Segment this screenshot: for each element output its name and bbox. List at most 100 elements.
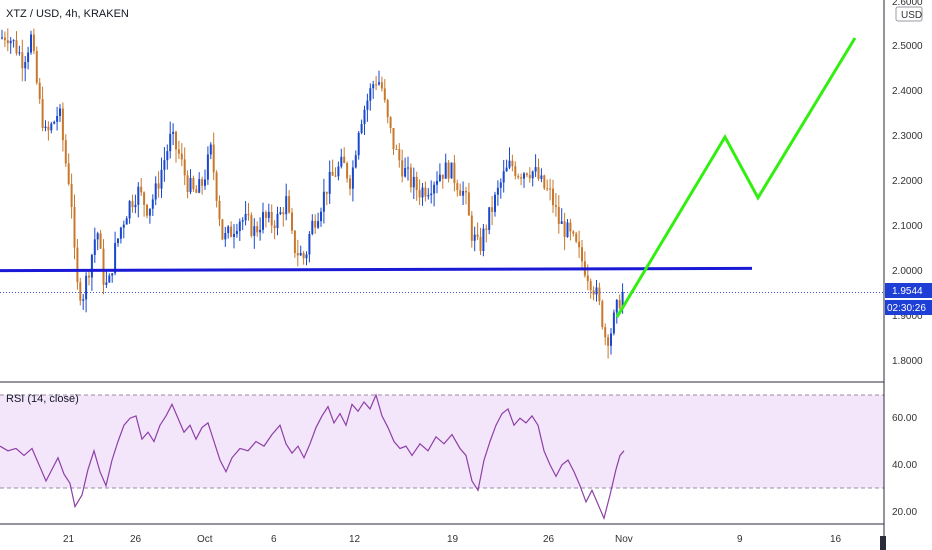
candle-body xyxy=(485,228,488,230)
candles xyxy=(1,28,624,359)
candle-body xyxy=(395,148,398,150)
candle-body xyxy=(244,213,247,221)
last-price-badge: 1.9544 xyxy=(885,283,932,298)
candle-body xyxy=(183,159,186,176)
candle-body xyxy=(157,183,160,189)
candle-body xyxy=(114,243,117,274)
candle-body xyxy=(378,82,380,85)
candle-body xyxy=(264,212,267,218)
candle-body xyxy=(528,175,531,179)
candle-body xyxy=(514,166,517,176)
candle-body xyxy=(470,215,473,241)
candle-body xyxy=(349,178,351,189)
candle-body xyxy=(276,213,279,229)
candle-body xyxy=(270,211,273,226)
candle-body xyxy=(198,179,201,193)
candle-body xyxy=(305,254,308,259)
candle-body xyxy=(380,82,383,89)
candle-body xyxy=(459,190,462,196)
candle-body xyxy=(427,195,430,197)
candle-body xyxy=(444,162,447,179)
candle-body xyxy=(85,275,88,300)
rsi-line xyxy=(0,393,625,521)
candle-body xyxy=(334,175,337,177)
price-tick: 2.0000 xyxy=(892,266,923,277)
candle-body xyxy=(79,282,82,301)
rsi-axis[interactable]: 60.00 40.00 20.00 xyxy=(892,413,917,518)
candle-body xyxy=(421,187,424,198)
candle-body xyxy=(53,121,56,124)
candle-body xyxy=(224,233,227,240)
candle-body xyxy=(447,162,450,179)
candle-body xyxy=(569,222,572,232)
candle-body xyxy=(346,163,349,179)
time-tick: Oct xyxy=(197,534,213,545)
time-axis-corner[interactable] xyxy=(880,525,932,550)
projection-path[interactable] xyxy=(615,37,857,318)
candle-body xyxy=(595,287,598,295)
candle-body xyxy=(108,275,111,283)
candle-body xyxy=(247,213,250,216)
candle-body xyxy=(238,221,241,232)
candle-body xyxy=(131,201,134,208)
candle-body xyxy=(311,220,314,234)
candle-body xyxy=(520,177,523,179)
candle-body xyxy=(38,82,41,100)
grid xyxy=(0,394,884,489)
candle-body xyxy=(401,160,404,177)
candle-body xyxy=(473,234,476,241)
candle-body xyxy=(250,215,253,236)
candle-body xyxy=(467,192,470,216)
candle-body xyxy=(189,177,192,193)
candle-body xyxy=(175,131,177,150)
candle-body xyxy=(64,140,67,164)
candle-body xyxy=(607,337,610,346)
candle-body xyxy=(122,224,125,228)
candle-body xyxy=(531,171,534,179)
candle-body xyxy=(592,290,595,295)
candle-body xyxy=(180,153,183,160)
candle-body xyxy=(604,327,607,338)
candle-body xyxy=(35,51,38,83)
candle-body xyxy=(267,211,270,218)
candle-body xyxy=(82,299,85,301)
candle-body xyxy=(253,226,256,236)
candle-body xyxy=(496,187,499,195)
candle-body xyxy=(581,247,583,262)
candle-body xyxy=(125,218,128,225)
candle-body xyxy=(456,183,459,191)
candle-body xyxy=(549,188,552,190)
candle-body xyxy=(206,154,209,180)
candle-body xyxy=(241,220,244,222)
candle-body xyxy=(598,287,601,302)
candle-body xyxy=(412,176,415,188)
candle-body xyxy=(383,88,386,101)
support-line[interactable] xyxy=(0,266,753,273)
candle-body xyxy=(27,52,30,62)
candle-body xyxy=(93,239,96,255)
candle-body xyxy=(554,205,557,207)
candle-body xyxy=(282,212,285,215)
rsi-tick: 40.00 xyxy=(892,460,917,471)
time-axis[interactable]: 21 26 Oct 6 12 19 26 Nov 9 16 xyxy=(63,534,842,545)
candle-body xyxy=(320,211,322,222)
candle-body xyxy=(357,132,360,156)
candle-body xyxy=(409,167,412,188)
candle-body xyxy=(586,275,589,282)
candle-body xyxy=(67,163,70,184)
candle-body xyxy=(476,234,479,237)
candle-body xyxy=(308,233,311,255)
candle-body xyxy=(343,156,346,164)
candle-body xyxy=(392,127,395,149)
candle-body xyxy=(363,109,366,125)
candle-body xyxy=(386,100,389,118)
price-tick: 2.3000 xyxy=(892,131,923,142)
candle-body xyxy=(105,282,108,285)
candle-body xyxy=(279,212,282,214)
candle-body xyxy=(146,204,148,216)
candle-body xyxy=(340,156,343,167)
candle-body xyxy=(589,281,592,291)
price-axis[interactable]: 2.6000 2.5000 2.4000 2.3000 2.2000 2.100… xyxy=(892,0,923,367)
currency-button[interactable]: USD xyxy=(895,6,923,22)
candle-body xyxy=(160,169,163,189)
